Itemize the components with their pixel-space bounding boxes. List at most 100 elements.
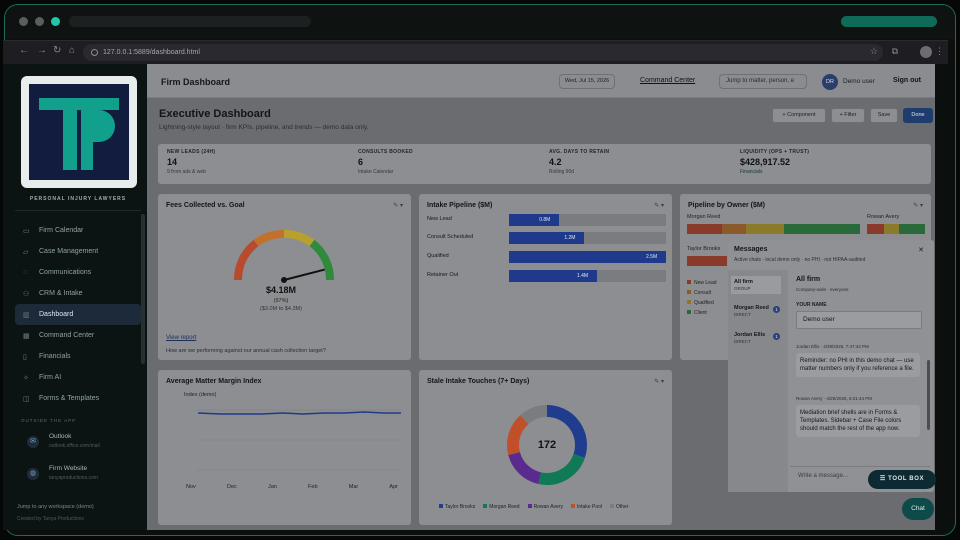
pipeline-label: Qualified — [427, 253, 449, 259]
edit-icon[interactable]: ✎ — [654, 203, 660, 209]
blurred-action[interactable] — [841, 16, 937, 27]
gauge-needle — [283, 268, 325, 281]
bar[interactable] — [509, 251, 666, 263]
donut-slice[interactable] — [538, 453, 585, 485]
add-component-button[interactable]: + Component — [772, 108, 826, 123]
sidebar-item-firm-ai[interactable]: ✧ Firm AI — [15, 367, 141, 388]
donut-slice[interactable] — [508, 451, 542, 485]
edit-icon[interactable]: ✎ — [654, 379, 660, 385]
sidebar-item-firm-calendar[interactable]: ▭ Firm Calendar — [15, 220, 141, 241]
legend-item: Intake Pool — [570, 504, 602, 510]
window-dot[interactable] — [35, 17, 44, 26]
url-text: 127.0.0.1:5889/dashboard.html — [103, 49, 200, 56]
conversation-jordan-ellis[interactable]: Jordan Ellis DIRECT — [734, 332, 765, 344]
edit-icon[interactable]: ✎ — [913, 203, 919, 209]
main-content: Firm Dashboard Wed, Jul 15, 2026 Command… — [147, 64, 935, 530]
message-meta: Jordan Ellis · 4/29/2026, 7:47:44 PM — [796, 344, 869, 349]
kpi-value: 4.2 — [549, 157, 562, 167]
bar[interactable] — [509, 214, 560, 226]
star-icon[interactable]: ☆ — [869, 46, 878, 56]
more-icon[interactable]: ▾ — [660, 379, 664, 385]
legend-label: Client — [694, 310, 707, 316]
outlook-link[interactable]: ✉ Outlook outlook.office.com/mail — [19, 430, 139, 456]
user-name: Demo user — [843, 78, 875, 85]
bar-track: 1.4M — [509, 270, 666, 282]
close-icon[interactable]: ✕ — [918, 247, 924, 254]
firm-logo[interactable] — [21, 76, 137, 188]
website-link[interactable]: ◍ Firm Website tanyaproductions.com — [19, 462, 139, 488]
bar[interactable] — [509, 270, 597, 282]
window-dot[interactable] — [19, 17, 28, 26]
bar-segment — [898, 224, 925, 234]
bar-value: 0.8M — [539, 217, 551, 223]
kpi-strip: NEW LEADS (24H) 14 9 from ads & web CONS… — [158, 144, 931, 184]
more-icon[interactable]: ▾ — [660, 203, 664, 209]
donut-slice[interactable] — [520, 405, 548, 425]
sidebar-scrollbar[interactable] — [141, 214, 145, 364]
donut-slice[interactable] — [507, 415, 529, 456]
forward-icon[interactable]: → — [37, 45, 47, 56]
card-question: How are we performing against our annual… — [166, 348, 326, 354]
save-button[interactable]: Save — [870, 108, 898, 123]
messages-title: Messages — [734, 246, 768, 253]
sidebar-item-dashboard[interactable]: ▥ Dashboard — [15, 304, 141, 325]
view-report-link[interactable]: View report — [166, 335, 197, 341]
legend-label: Qualified — [694, 300, 714, 306]
bar-segment — [721, 224, 746, 234]
website-title: Firm Website — [49, 465, 88, 472]
jump-search-input[interactable]: Jump to matter, person, e — [719, 74, 807, 89]
blurred-title — [69, 16, 311, 27]
more-icon[interactable]: ▾ — [919, 203, 923, 209]
command-center-link[interactable]: Command Center — [640, 77, 696, 84]
conversation-all-firm[interactable]: All firm GROUP — [731, 276, 781, 294]
home-icon[interactable]: ⌂ — [69, 45, 76, 56]
owner-bar — [687, 224, 860, 234]
reload-icon[interactable]: ↻ — [53, 45, 62, 56]
owner-legend: New Lead Consult Qualified Client — [687, 278, 717, 318]
more-icon[interactable]: ▾ — [399, 203, 403, 209]
avatar[interactable]: DR — [822, 74, 838, 90]
kpi-label: NEW LEADS (24H) — [167, 149, 216, 155]
your-name-input[interactable]: Demo user — [796, 311, 922, 329]
sidebar-item-forms-templates[interactable]: ◫ Forms & Templates — [15, 388, 141, 409]
financials-link[interactable]: Financials — [740, 169, 763, 175]
bar-value: 1.2M — [564, 235, 576, 241]
legend-label: Morgan Reed — [489, 504, 520, 510]
chat-button[interactable]: Chat — [902, 498, 934, 520]
window-dot-active[interactable] — [51, 17, 60, 26]
menu-icon[interactable]: ⋮ — [935, 46, 944, 56]
sidebar-item-financials[interactable]: ▯ Financials — [15, 346, 141, 367]
back-icon[interactable]: ← — [19, 45, 29, 56]
gauge-chart — [233, 229, 335, 283]
toolbox-button[interactable]: ☰ TOOL BOX — [868, 470, 936, 489]
tick-label: Feb — [308, 484, 318, 490]
profile-avatar[interactable] — [920, 46, 932, 58]
app-title: Firm Dashboard — [161, 77, 231, 87]
thread-scrollbar[interactable] — [927, 360, 930, 430]
logo-mark — [29, 84, 129, 180]
tick-label: Jan — [267, 484, 277, 490]
donut-slice[interactable] — [546, 405, 587, 458]
sidebar-item-label: Command Center — [39, 332, 95, 339]
add-filter-button[interactable]: + Filter — [831, 108, 865, 123]
conv-type: DIRECT — [734, 312, 751, 317]
sidebar-item-communications[interactable]: ◌ Communications — [15, 262, 141, 283]
kpi-value: 14 — [167, 157, 178, 167]
website-url: tanyaproductions.com — [49, 475, 98, 481]
conversation-morgan-reed[interactable]: Morgan Reed DIRECT — [734, 305, 769, 317]
edit-icon[interactable]: ✎ — [393, 203, 399, 209]
sidebar-item-command-center[interactable]: ▦ Command Center — [15, 325, 141, 346]
kpi-sub: Rolling 90d — [549, 169, 575, 175]
owner-label: Rowan Avery — [867, 214, 900, 220]
done-button[interactable]: Done — [903, 108, 933, 123]
url-bar[interactable]: 127.0.0.1:5889/dashboard.html — [83, 44, 883, 61]
site-info-icon[interactable] — [91, 49, 98, 56]
sidebar-item-case-management[interactable]: ▱ Case Management — [15, 241, 141, 262]
sidebar-item-crm-intake[interactable]: ⚇ CRM & Intake — [15, 283, 141, 304]
message-input[interactable]: Write a message... — [790, 466, 930, 486]
sign-out-button[interactable]: Sign out — [893, 77, 921, 84]
workspace-jump[interactable]: Jump to any workspace (demo) — [17, 504, 94, 510]
bar-segment — [783, 224, 860, 234]
bar[interactable] — [509, 232, 585, 244]
extensions-icon[interactable]: ⧉ — [891, 46, 898, 56]
